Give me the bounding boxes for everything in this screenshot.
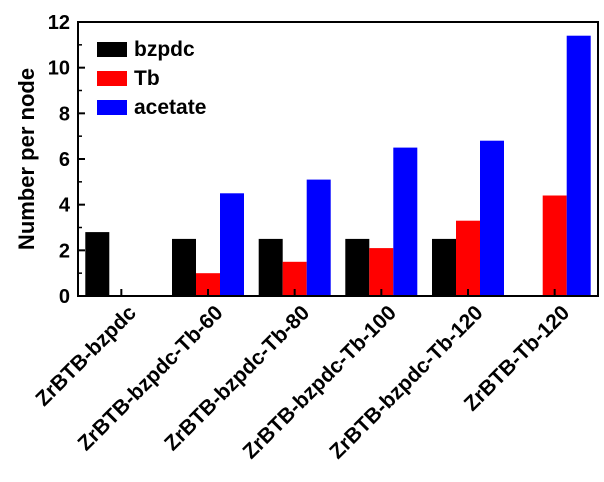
x-tick-label: ZrBTB-bzpdc-Tb-120 [325, 301, 487, 463]
x-axis-ticks: ZrBTB-bzpdcZrBTB-bzpdc-Tb-60ZrBTB-bzpdc-… [31, 289, 574, 464]
x-tick-label: ZrBTB-bzpdc-Tb-60 [74, 301, 228, 455]
bar-bzpdc-2 [258, 238, 283, 296]
x-tick-label: ZrBTB-bzpdc-Tb-100 [239, 301, 401, 463]
bar-Tb-3 [369, 248, 394, 296]
legend-swatch-Tb [97, 71, 127, 86]
bar-bzpdc-1 [172, 238, 196, 296]
bar-Tb-1 [196, 273, 220, 296]
y-tick-label: 0 [59, 286, 70, 308]
plot-frame [77, 21, 599, 297]
bar-bzpdc-4 [432, 238, 456, 296]
y-tick-label: 8 [59, 103, 70, 125]
bars-layer [85, 35, 591, 297]
bar-acetate-1 [220, 193, 244, 297]
bar-Tb-4 [456, 220, 480, 296]
x-tick-label: ZrBTB-bzpdc-Tb-80 [160, 301, 314, 455]
y-axis-ticks: 0 2 4 6 8 10 12 [48, 12, 85, 308]
bar-acetate-3 [393, 147, 418, 296]
legend-label-Tb: Tb [134, 67, 160, 90]
legend-label-bzpdc: bzpdc [134, 38, 195, 61]
y-tick-label: 12 [48, 12, 70, 34]
y-tick-label: 6 [59, 149, 70, 171]
bar-bzpdc-0 [85, 232, 110, 296]
legend: bzpdc Tb acetate [97, 38, 206, 119]
legend-swatch-bzpdc [97, 42, 127, 57]
y-tick-label: 4 [59, 195, 71, 217]
y-tick-label: 2 [59, 240, 70, 262]
bar-Tb-5 [542, 195, 567, 296]
bar-acetate-5 [566, 35, 591, 296]
bar-acetate-2 [306, 179, 331, 296]
bar-acetate-4 [480, 140, 504, 296]
y-axis-label: Number per node [14, 68, 39, 250]
legend-swatch-acetate [97, 100, 127, 115]
bar-bzpdc-3 [345, 238, 370, 296]
y-tick-label: 10 [48, 58, 70, 80]
legend-label-acetate: acetate [134, 96, 206, 119]
